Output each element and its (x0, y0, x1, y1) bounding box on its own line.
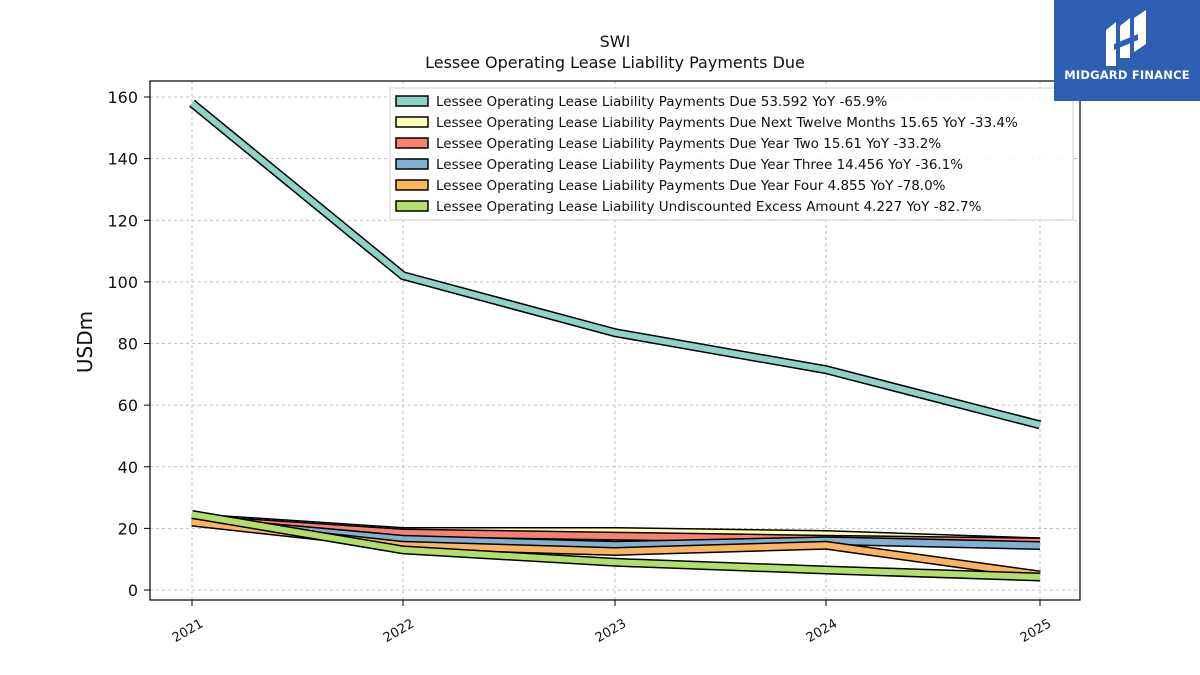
legend-swatch (395, 179, 429, 191)
legend-box (389, 87, 1074, 221)
y-tick-label: 40 (118, 458, 138, 477)
y-tick-label: 80 (118, 335, 138, 354)
y-axis-label: USDm (73, 311, 97, 373)
y-tick-label: 0 (128, 581, 138, 600)
y-tick-label: 160 (107, 88, 138, 107)
brand-mark-icon (1106, 10, 1146, 66)
x-tick-label: 2025 (1018, 616, 1054, 646)
legend: Lessee Operating Lease Liability Payment… (389, 87, 1074, 221)
brand-logo: MIDGARD FINANCE (1054, 0, 1200, 101)
chart-subtitle: Lessee Operating Lease Liability Payment… (425, 53, 805, 72)
x-tick-label: 2022 (381, 616, 417, 646)
legend-swatch (395, 200, 429, 212)
legend-label: Lessee Operating Lease Liability Payment… (436, 115, 1018, 131)
legend-label: Lessee Operating Lease Liability Payment… (436, 157, 963, 173)
y-tick-label: 20 (118, 519, 138, 538)
legend-swatch (395, 158, 429, 170)
chart-title: SWI (600, 32, 631, 51)
x-tick-label: 2023 (593, 616, 629, 646)
y-tick-label: 140 (107, 150, 138, 169)
series-lines (189, 99, 1042, 582)
series-line (191, 511, 1041, 580)
x-tick-label: 2021 (170, 616, 206, 646)
y-tick-label: 120 (107, 211, 138, 230)
series-line (191, 517, 1041, 549)
x-axis: 2021 2022 2023 2024 2025 (170, 600, 1054, 646)
y-tick-label: 60 (118, 396, 138, 415)
legend-label: Lessee Operating Lease Liability Undisco… (436, 199, 982, 215)
legend-label: Lessee Operating Lease Liability Payment… (436, 94, 887, 110)
x-tick-label: 2024 (804, 616, 840, 646)
series-line (190, 100, 1041, 428)
y-axis: 0 20 40 60 80 100 120 140 160 (107, 88, 150, 600)
y-tick-label: 100 (107, 273, 138, 292)
legend-label: Lessee Operating Lease Liability Payment… (436, 178, 946, 194)
legend-swatch (395, 95, 429, 107)
legend-swatch (395, 137, 429, 149)
brand-name: MIDGARD FINANCE (1064, 68, 1190, 82)
legend-swatch (395, 116, 429, 128)
legend-label: Lessee Operating Lease Liability Payment… (436, 136, 941, 152)
